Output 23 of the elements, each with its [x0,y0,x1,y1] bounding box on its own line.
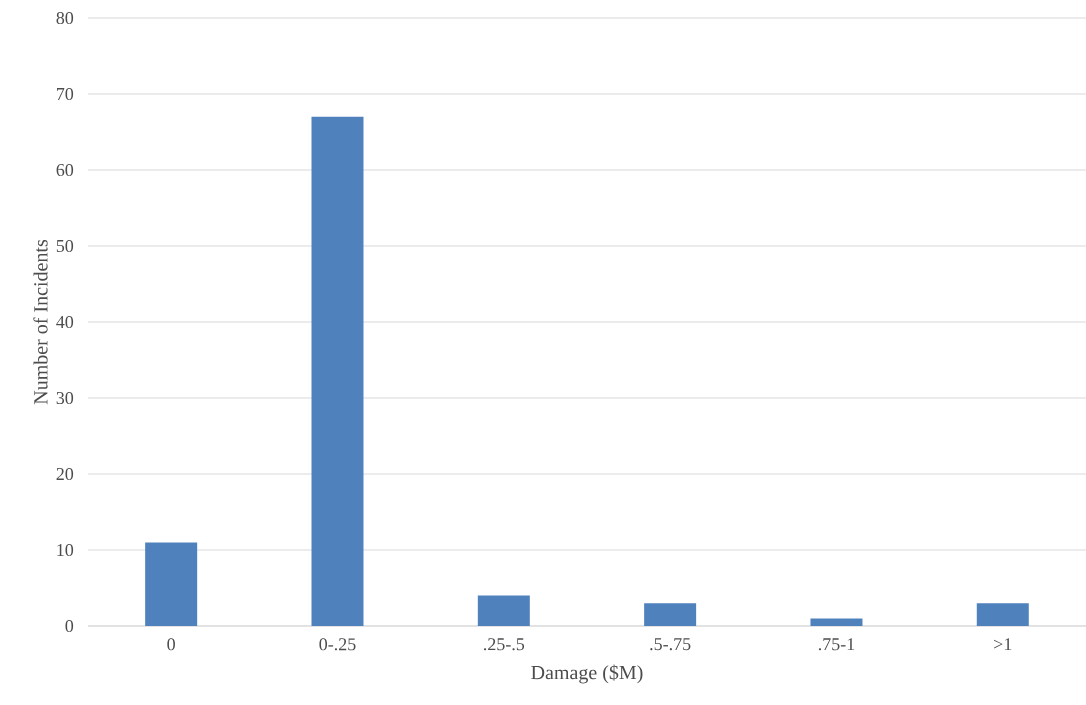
y-tick-label: 50 [56,239,74,253]
bar [145,542,198,626]
y-tick-label: 0 [65,619,74,633]
y-tick-label: 60 [56,163,74,177]
y-tick-label: 20 [56,467,74,481]
y-tick-label: 10 [57,543,74,557]
x-tick-label: 0-.25 [319,638,356,651]
bar [644,603,697,626]
y-axis-title: Number of Incidents [33,239,48,405]
y-tick-label: 80 [56,11,74,25]
y-tick-label: 40 [56,315,74,329]
x-tick-label: .5-.75 [650,638,691,651]
bar [311,116,364,626]
bar [477,595,530,626]
bar [976,603,1029,626]
x-tick-label: 0 [167,638,175,651]
x-tick-label: .25-.5 [484,638,525,651]
x-tick-label: >1 [994,638,1012,651]
x-axis-title: Damage ($M) [531,664,643,684]
x-tick-label: .75-1 [818,638,855,651]
y-tick-label: 70 [56,87,74,101]
bar [810,618,863,626]
y-tick-label: 30 [56,391,74,405]
